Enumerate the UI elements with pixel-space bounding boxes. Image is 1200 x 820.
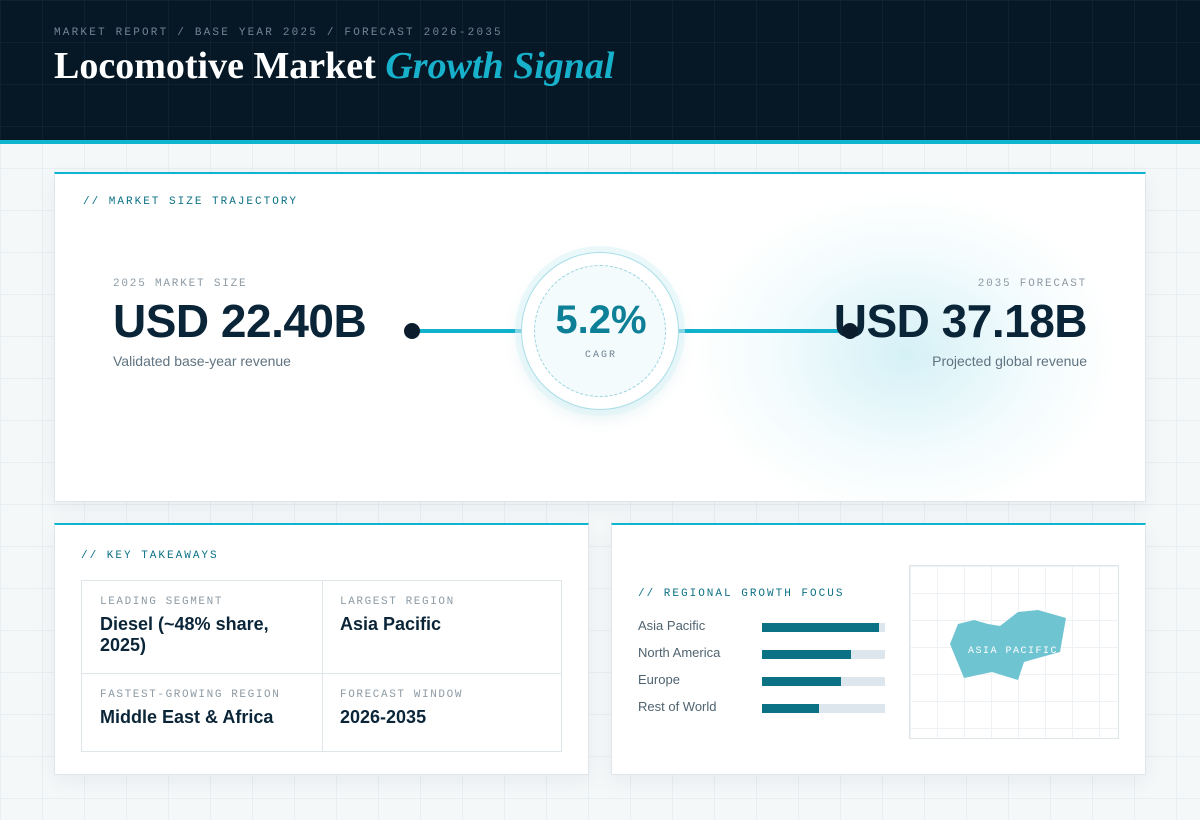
takeaway-value: Asia Pacific [340,614,442,634]
map-region-label: ASIA PACIFIC [968,646,1059,657]
region-bar-track [762,704,885,713]
takeaway-label: LEADING SEGMENT [100,596,224,608]
end-point-marker [842,323,858,339]
region-name: Asia Pacific [638,618,706,633]
takeaway-value: Middle East & Africa [100,707,274,727]
start-metric-label: 2025 MARKET SIZE [113,278,248,290]
takeaway-fastest-growing-region: FASTEST-GROWING REGION Middle East & Afr… [100,689,310,728]
takeaway-label: LARGEST REGION [340,596,455,608]
background-glow [695,194,1115,501]
takeaway-value: 2026-2035 [340,707,427,727]
region-row: Europe [638,672,888,692]
end-metric-value: USD 37.18B [833,295,1088,347]
takeaways-grid: LEADING SEGMENT Diesel (~48% share, 2025… [81,580,562,752]
report-header: MARKET REPORT / BASE YEAR 2025 / FORECAS… [0,0,1200,140]
region-row: Asia Pacific [638,618,888,638]
takeaways-label: // KEY TAKEAWAYS [81,550,219,562]
start-metric-note: Validated base-year revenue [113,353,291,369]
region-map: ASIA PACIFIC [909,565,1119,739]
regional-label: // REGIONAL GROWTH FOCUS [638,588,845,600]
region-row: Rest of World [638,699,888,719]
cagr-value: 5.2% [555,298,647,342]
region-row: North America [638,645,888,665]
title-main: Locomotive Market [54,45,376,87]
takeaway-largest-region: LARGEST REGION Asia Pacific [340,596,550,635]
region-name: Europe [638,672,680,687]
end-metric-label: 2035 FORECAST [977,278,1087,290]
asia-pacific-map-icon [950,610,1066,680]
cagr-badge: 5.2% CAGR [521,252,679,410]
page-title: Locomotive Market Growth Signal [54,44,615,88]
title-accent: Growth Signal [385,45,615,87]
grid-divider-vertical [322,581,323,751]
takeaway-label: FORECAST WINDOW [340,689,464,701]
asia-pacific-shape [950,610,1066,680]
grid-divider-horizontal [82,673,561,674]
takeaway-forecast-window: FORECAST WINDOW 2026-2035 [340,689,550,728]
takeaway-label: FASTEST-GROWING REGION [100,689,281,701]
region-bar-fill [762,704,819,713]
start-metric-value: USD 22.40B [113,295,367,347]
region-name: North America [638,645,721,660]
region-bar-fill [762,650,851,659]
region-bar-track [762,650,885,659]
key-takeaways-card: // KEY TAKEAWAYS LEADING SEGMENT Diesel … [54,523,589,775]
end-metric-note: Projected global revenue [932,353,1087,369]
trajectory-line-left [413,329,525,333]
takeaway-value: Diesel (~48% share, 2025) [100,614,269,655]
region-name: Rest of World [638,699,717,714]
header-accent-rule [0,140,1200,144]
start-point-marker [404,323,420,339]
report-eyebrow: MARKET REPORT / BASE YEAR 2025 / FORECAS… [54,27,503,39]
takeaway-leading-segment: LEADING SEGMENT Diesel (~48% share, 2025… [100,596,310,656]
cagr-badge-inner-ring: 5.2% CAGR [534,265,666,397]
regional-growth-card: // REGIONAL GROWTH FOCUS Asia Pacific No… [611,523,1146,775]
region-bar-fill [762,623,879,632]
region-bar-track [762,623,885,632]
cagr-label: CAGR [584,350,617,361]
region-bar-track [762,677,885,686]
trajectory-label: // MARKET SIZE TRAJECTORY [83,196,299,208]
trajectory-line-right [675,329,851,333]
market-size-card: // MARKET SIZE TRAJECTORY 2025 MARKET SI… [54,172,1146,502]
region-bar-fill [762,677,841,686]
